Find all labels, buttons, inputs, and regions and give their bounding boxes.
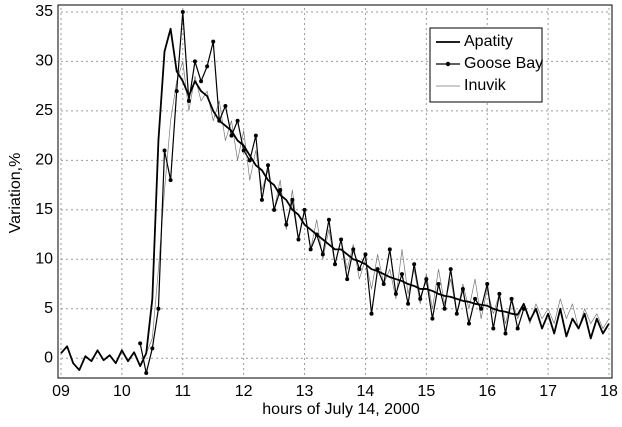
series-marker bbox=[430, 316, 435, 321]
series-marker bbox=[406, 301, 411, 306]
plot-frame bbox=[57, 4, 613, 379]
y-tick-label: 35 bbox=[35, 3, 53, 20]
series-marker bbox=[381, 282, 386, 287]
x-tick-label: 11 bbox=[174, 383, 191, 400]
series-marker bbox=[290, 197, 295, 202]
x-tick-label: 14 bbox=[357, 383, 375, 400]
series-marker bbox=[278, 188, 283, 193]
x-tick-label: 17 bbox=[539, 383, 557, 400]
series-marker bbox=[229, 133, 234, 138]
series-marker bbox=[326, 217, 331, 222]
series-marker bbox=[235, 118, 240, 123]
y-axis-label: Variation,% bbox=[7, 153, 24, 234]
series-marker bbox=[150, 346, 155, 351]
x-tick-label: 16 bbox=[478, 383, 496, 400]
series-marker bbox=[399, 272, 404, 277]
series-marker bbox=[387, 247, 392, 252]
series-marker bbox=[266, 163, 271, 168]
series-marker bbox=[357, 267, 362, 272]
series-marker bbox=[479, 306, 484, 311]
series-marker bbox=[272, 207, 277, 212]
series-marker bbox=[241, 148, 246, 153]
y-tick-label: 0 bbox=[44, 349, 53, 366]
series-marker bbox=[162, 148, 167, 153]
series-marker bbox=[363, 252, 368, 257]
y-tick-label: 20 bbox=[35, 152, 53, 169]
series-marker bbox=[180, 9, 185, 14]
x-tick-label: 09 bbox=[52, 383, 70, 400]
y-tick-label: 15 bbox=[35, 201, 53, 218]
series-marker bbox=[168, 178, 173, 183]
series-marker bbox=[485, 282, 490, 287]
x-axis-label: hours of July 14, 2000 bbox=[262, 401, 420, 418]
y-tick-label: 5 bbox=[44, 300, 53, 317]
series-marker bbox=[199, 79, 204, 84]
series-marker bbox=[503, 331, 508, 336]
series-marker bbox=[174, 89, 179, 94]
series-marker bbox=[247, 158, 252, 163]
legend-label: Goose Bay bbox=[464, 55, 543, 72]
x-tick-label: 10 bbox=[113, 383, 131, 400]
series-marker bbox=[339, 237, 344, 242]
series-marker bbox=[308, 247, 313, 252]
series-marker bbox=[509, 296, 514, 301]
series-marker bbox=[333, 262, 337, 267]
series-marker bbox=[473, 296, 478, 301]
series-marker bbox=[156, 306, 161, 311]
series-marker bbox=[515, 326, 520, 331]
series-marker bbox=[491, 326, 496, 331]
series-marker bbox=[320, 252, 325, 257]
y-tick-label: 10 bbox=[35, 251, 53, 268]
series-marker bbox=[211, 39, 216, 44]
series-marker bbox=[351, 247, 356, 252]
series-marker bbox=[302, 207, 307, 212]
x-tick-label: 18 bbox=[600, 383, 618, 400]
series-marker bbox=[144, 371, 149, 376]
series-marker bbox=[205, 64, 210, 69]
series-marker bbox=[418, 296, 423, 301]
series-marker bbox=[223, 103, 228, 108]
series-marker bbox=[138, 341, 143, 346]
x-tick-label: 15 bbox=[417, 383, 435, 400]
series-marker bbox=[253, 133, 258, 138]
series-line bbox=[139, 11, 525, 374]
series-marker bbox=[412, 262, 417, 267]
series-marker bbox=[436, 282, 441, 287]
series-marker bbox=[424, 277, 429, 282]
series-marker bbox=[259, 197, 264, 202]
series-marker bbox=[460, 286, 465, 291]
legend-marker bbox=[445, 61, 451, 67]
series-marker bbox=[497, 291, 502, 296]
x-tick-label: 13 bbox=[296, 383, 314, 400]
y-tick-label: 25 bbox=[35, 102, 53, 119]
series-marker bbox=[454, 311, 459, 316]
series-marker bbox=[345, 277, 350, 282]
series-marker bbox=[369, 311, 374, 316]
series-marker bbox=[192, 59, 197, 64]
series-marker bbox=[442, 306, 447, 311]
series-marker bbox=[466, 321, 471, 326]
series-marker bbox=[448, 267, 453, 272]
series-line bbox=[145, 61, 610, 354]
series-marker bbox=[284, 222, 289, 227]
legend-label: Apatity bbox=[464, 33, 513, 50]
series-marker bbox=[393, 291, 398, 296]
y-tick-label: 30 bbox=[35, 53, 53, 70]
legend-label: Inuvik bbox=[464, 77, 507, 94]
series-line bbox=[60, 27, 610, 371]
series-marker bbox=[296, 237, 301, 242]
x-tick-label: 12 bbox=[235, 383, 253, 400]
series-marker bbox=[186, 98, 191, 103]
